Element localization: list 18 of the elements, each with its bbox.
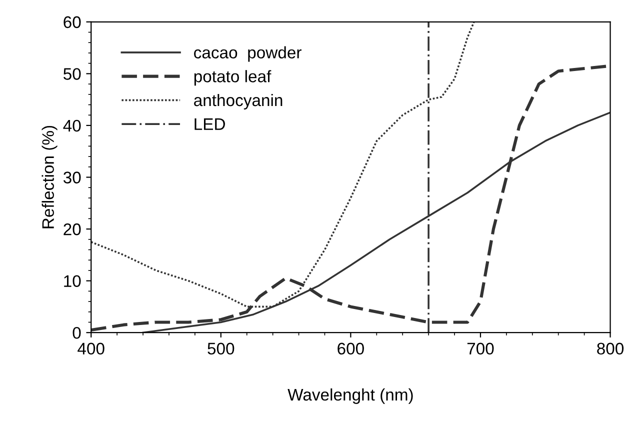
legend-label: cacao powder [194, 46, 302, 62]
x-tick-label: 500 [208, 342, 234, 355]
legend-label: LED [194, 118, 225, 130]
y-tick-label: 10 [64, 275, 81, 288]
y-tick-label: 40 [63, 120, 81, 132]
x-axis-title: Wavelenght (nm) [288, 388, 413, 404]
legend-label: anthocyanin [194, 94, 282, 110]
y-axis-title: Reflection (%) [42, 126, 58, 228]
x-tick-label: 700 [467, 342, 494, 355]
y-tick-label: 20 [64, 223, 81, 236]
legend-label: potato leaf [194, 70, 272, 86]
y-tick-label: 60 [64, 16, 81, 28]
y-tick-label: 50 [64, 68, 81, 80]
y-tick-label: 0 [72, 326, 81, 339]
y-tick-label: 30 [63, 172, 81, 184]
x-tick-label: 800 [597, 342, 624, 355]
x-tick-label: 400 [78, 342, 104, 355]
x-tick-label: 600 [338, 342, 364, 355]
